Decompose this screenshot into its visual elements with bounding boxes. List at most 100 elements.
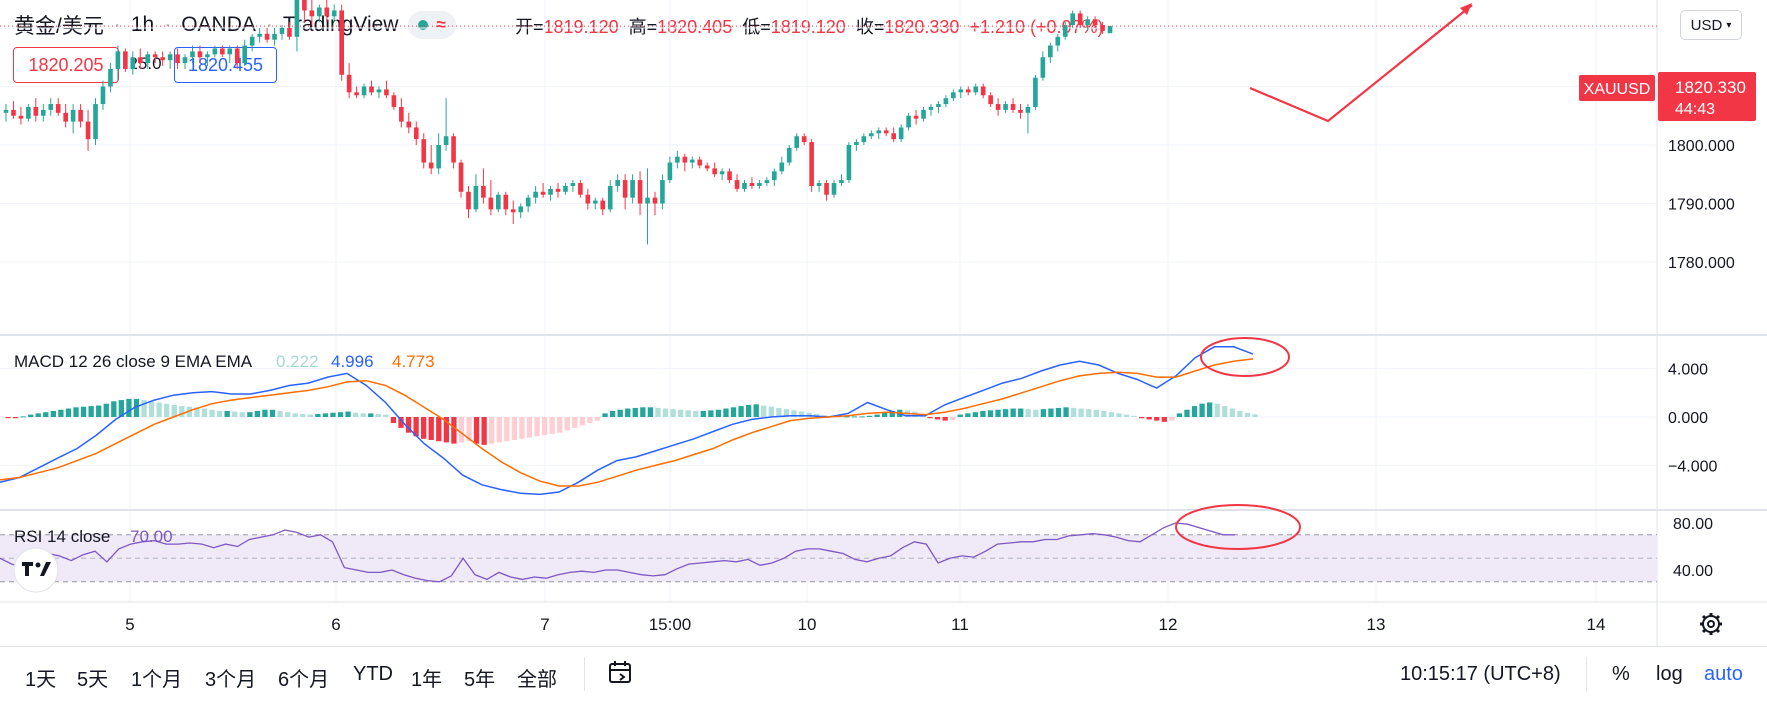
macd-histogram-bar (844, 416, 850, 418)
log-toggle[interactable]: log (1656, 663, 1683, 685)
candle-body (1025, 106, 1031, 113)
rsi-legend-label[interactable]: RSI 14 close (14, 527, 110, 546)
candle-body (1092, 19, 1098, 26)
macd-histogram-bar (1176, 413, 1183, 417)
macd-axis[interactable]: 4.000 0.000 −4.000 (1668, 362, 1717, 476)
macd-histogram-bar (489, 417, 495, 444)
range-button-all[interactable]: 全部 (517, 669, 557, 691)
macd-histogram-bar (1222, 406, 1228, 417)
close-value: 1820.330 (884, 17, 960, 37)
symbol-title[interactable]: 黄金/美元 (14, 15, 104, 38)
percent-toggle[interactable]: % (1612, 663, 1630, 685)
macd-histogram-bar (1018, 408, 1024, 417)
macd-histogram-bar (254, 410, 261, 417)
macd-cross-circle-drawing[interactable] (1200, 337, 1290, 377)
macd-histogram-bar (564, 417, 570, 431)
candle-body (578, 183, 583, 195)
range-button-1y[interactable]: 1年 (411, 669, 443, 691)
macd-histogram-bar (609, 410, 616, 417)
candle-body (801, 136, 807, 143)
macd-histogram-bar (201, 408, 208, 417)
time-tick-label: 6 (331, 615, 340, 634)
candle-body (26, 106, 31, 119)
macd-histogram-bar (277, 410, 283, 417)
candle-body (786, 147, 792, 163)
macd-histogram-bar (443, 417, 449, 443)
interval-label[interactable]: 1h (130, 13, 155, 36)
signal-value: 4.773 (392, 352, 435, 371)
candle-body (660, 180, 665, 204)
macd-histogram (5, 398, 1258, 445)
range-button-3m[interactable]: 3个月 (205, 669, 257, 691)
toolbar-divider (1586, 657, 1587, 691)
macd-histogram-bar (1108, 412, 1115, 417)
time-axis[interactable]: 5 6 7 15:00 10 11 12 13 14 (125, 615, 1605, 634)
low-label: 低= (742, 17, 771, 37)
macd-histogram-bar (526, 417, 533, 438)
auto-toggle[interactable]: auto (1704, 663, 1743, 685)
range-button-5y[interactable]: 5年 (464, 669, 496, 691)
candle-body (175, 54, 180, 64)
macd-histogram-bar (118, 400, 125, 417)
clock-timezone[interactable]: 10:15:17 (UTC+8) (1400, 663, 1561, 685)
macd-histogram-bar (1063, 407, 1069, 417)
macd-histogram-bar (232, 411, 238, 417)
macd-histogram-bar (753, 404, 759, 417)
candle-body (249, 36, 255, 46)
macd-histogram-bar (413, 417, 419, 437)
toolbar-divider (584, 657, 585, 691)
macd-histogram-bar (662, 408, 669, 417)
macd-legend-label[interactable]: MACD 12 26 close 9 EMA EMA (14, 352, 253, 371)
gear-icon[interactable] (1700, 613, 1722, 635)
macd-histogram-bar (927, 417, 933, 419)
candle-body (279, 28, 285, 34)
macd-histogram-bar (451, 417, 457, 444)
macd-histogram-bar (383, 414, 389, 417)
candle-body (331, 10, 337, 17)
candle-body (130, 57, 136, 69)
candle-body (995, 104, 1001, 110)
range-button-5d[interactable]: 5天 (77, 669, 109, 691)
candle-body (1048, 45, 1053, 58)
macd-histogram-bar (602, 413, 608, 417)
candle-body (630, 180, 635, 198)
candle-body (988, 95, 993, 105)
macd-histogram-bar (1086, 409, 1092, 417)
macd-histogram-bar (496, 417, 502, 443)
macd-histogram-bar (148, 401, 155, 417)
macd-histogram-bar (647, 407, 654, 417)
macd-histogram-bar (1101, 410, 1107, 417)
open-value: 1819.120 (543, 17, 619, 37)
forecast-arrow-drawing[interactable] (1249, 4, 1473, 123)
candle-body (436, 145, 441, 169)
time-tick-label: 12 (1159, 615, 1178, 634)
candle-body (496, 194, 501, 210)
macd-histogram-bar (572, 417, 578, 428)
rsi-overbought-circle-drawing[interactable] (1175, 504, 1301, 550)
rsi-axis[interactable]: 80.00 40.00 (1673, 516, 1713, 580)
macd-histogram-bar (126, 398, 132, 417)
currency-dropdown[interactable]: USD ▾ (1680, 10, 1742, 40)
macd-histogram-bar (390, 417, 397, 424)
tradingview-logo-icon[interactable] (13, 547, 59, 593)
candle-body (779, 162, 785, 172)
macd-histogram-bar (995, 409, 1001, 417)
macd-histogram-bar (80, 406, 87, 417)
range-button-1d[interactable]: 1天 (25, 669, 57, 691)
range-button-1m[interactable]: 1个月 (131, 669, 183, 691)
low-value: 1819.120 (770, 17, 846, 37)
symbol-tag-text: XAUUSD (1584, 81, 1651, 98)
candle-body (11, 109, 16, 116)
range-button-6m[interactable]: 6个月 (278, 669, 330, 691)
macd-hist-value: 0.222 (276, 352, 319, 371)
calendar-goto-icon[interactable] (607, 659, 635, 691)
macd-tick-label: 4.000 (1668, 362, 1708, 379)
range-button-ytd[interactable]: YTD (353, 663, 393, 685)
market-status-pill[interactable]: ≈ (408, 11, 456, 39)
macd-histogram-bar (972, 412, 979, 417)
candle-body (294, 0, 300, 37)
candle-body (868, 133, 874, 137)
macd-histogram-bar (421, 417, 427, 439)
candle-body (33, 106, 39, 116)
